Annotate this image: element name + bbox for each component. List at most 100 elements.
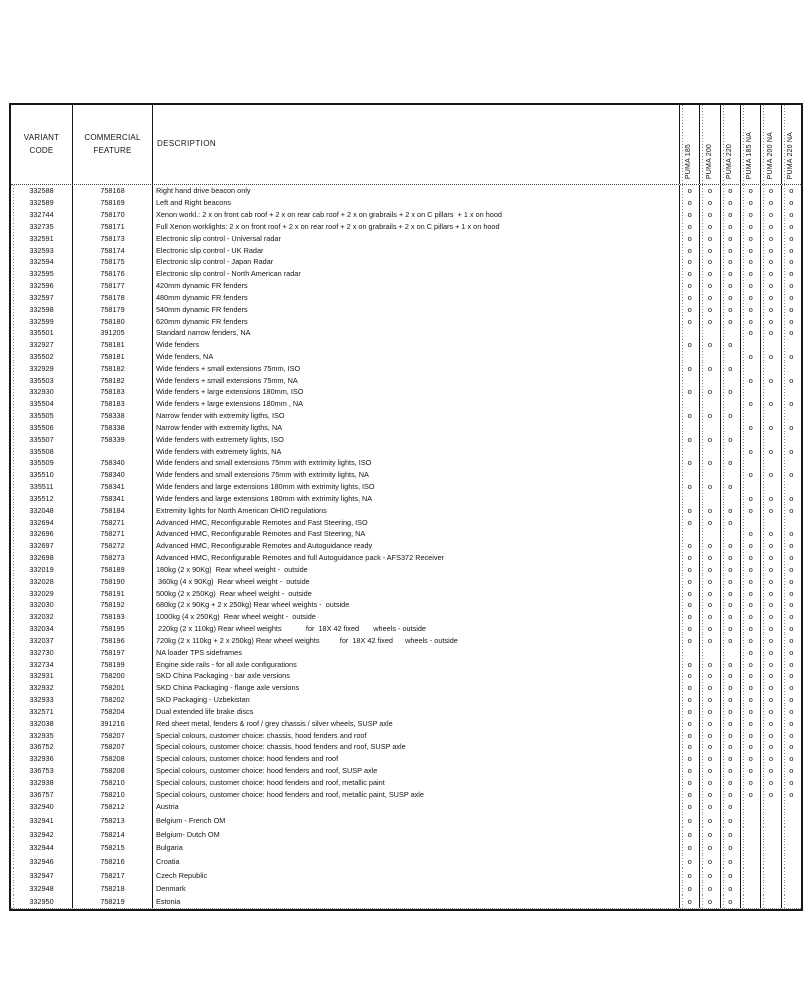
table-row: 335509 758340 Wide fenders and small exten… — [11, 457, 801, 469]
availability-mark: o — [699, 208, 720, 221]
availability-mark: o — [780, 185, 801, 197]
availability-mark — [740, 813, 761, 828]
availability-mark: o — [679, 693, 700, 706]
availability-mark: o — [740, 291, 761, 304]
commercial-feature: 758272 — [72, 539, 152, 552]
availability-mark: o — [740, 693, 761, 706]
availability-mark: o — [719, 551, 740, 564]
table-row: 335505 758338 Narrow fender with extremity… — [11, 409, 801, 422]
availability-mark — [760, 827, 781, 841]
availability-mark: o — [780, 374, 801, 387]
availability-mark: o — [740, 598, 761, 611]
feature-availability-table: VARIANT CODE COMMERCIAL FEATURE DESCRIPT… — [9, 103, 803, 912]
table-row: 335506 758338 Narrow fender with extremity… — [11, 421, 801, 434]
availability-mark: o — [699, 705, 720, 718]
commercial-feature: 758341 — [72, 480, 152, 493]
availability-mark: o — [699, 220, 720, 233]
availability-mark: o — [699, 827, 720, 841]
variant-code: 336752 — [11, 740, 72, 753]
variant-code: 332933 — [11, 693, 72, 706]
commercial-feature: 758183 — [72, 386, 152, 398]
availability-mark — [679, 445, 700, 458]
availability-mark: o — [679, 776, 700, 789]
availability-mark — [760, 409, 781, 422]
availability-mark — [719, 397, 740, 410]
commercial-feature: 758201 — [72, 681, 152, 694]
description: Electronic slip control - Universal rada… — [152, 232, 679, 245]
availability-mark: o — [740, 468, 761, 481]
table-header-row: VARIANT CODE COMMERCIAL FEATURE DESCRIPT… — [11, 105, 801, 185]
table-row: 332935 758207 Special colours, customer ch… — [11, 729, 801, 741]
description: Belgium- Dutch OM — [152, 827, 679, 841]
availability-mark — [679, 421, 700, 434]
availability-mark: o — [780, 504, 801, 517]
availability-mark: o — [719, 575, 740, 588]
description: Electronic slip control - Japan Radar — [152, 255, 679, 268]
availability-mark: o — [719, 409, 740, 422]
availability-mark: o — [719, 693, 740, 706]
variant-code: 335502 — [11, 350, 72, 363]
commercial-feature: 758171 — [72, 220, 152, 233]
description: Czech Republic — [152, 868, 679, 882]
availability-mark: o — [679, 598, 700, 611]
header-model-column: PUMA 200 — [699, 105, 720, 184]
availability-mark: o — [679, 232, 700, 245]
table-row: 332596 758177 420mm dynamic FR fenders o o o o… — [11, 279, 801, 292]
availability-mark — [699, 326, 720, 339]
availability-mark — [760, 800, 781, 814]
availability-mark — [699, 492, 720, 505]
availability-mark: o — [679, 840, 700, 855]
description: Wide fenders — [152, 338, 679, 351]
availability-mark: o — [719, 232, 740, 245]
description: NA loader TPS sideframes — [152, 646, 679, 659]
availability-mark: o — [780, 598, 801, 611]
variant-code: 332929 — [11, 362, 72, 375]
availability-mark — [780, 480, 801, 493]
availability-mark: o — [719, 598, 740, 611]
commercial-feature: 758170 — [72, 208, 152, 221]
availability-mark — [760, 895, 781, 909]
availability-mark: o — [760, 610, 781, 623]
availability-mark — [760, 433, 781, 446]
availability-mark: o — [760, 374, 781, 387]
commercial-feature: 758210 — [72, 788, 152, 801]
variant-code: 332599 — [11, 315, 72, 327]
variant-code: 336757 — [11, 788, 72, 801]
model-column-label: PUMA 185 — [685, 143, 693, 179]
availability-mark: o — [679, 881, 700, 896]
variant-code: 332935 — [11, 729, 72, 741]
availability-mark: o — [740, 504, 761, 517]
availability-mark: o — [780, 788, 801, 801]
description: Wide fenders + large extensions 180mm, I… — [152, 386, 679, 398]
availability-mark: o — [760, 208, 781, 221]
availability-mark: o — [699, 291, 720, 304]
variant-code: 335507 — [11, 433, 72, 446]
availability-mark: o — [699, 693, 720, 706]
table-row: 332730 758197 NA loader TPS sideframes o o o — [11, 646, 801, 659]
commercial-feature: 758340 — [72, 468, 152, 481]
variant-code: 332946 — [11, 854, 72, 869]
availability-mark: o — [780, 646, 801, 659]
availability-mark: o — [719, 634, 740, 647]
availability-mark: o — [719, 433, 740, 446]
commercial-feature: 758339 — [72, 433, 152, 446]
availability-mark: o — [679, 813, 700, 828]
availability-mark — [740, 800, 761, 814]
table-row: 336757 758210 Special colours, customer ch… — [11, 788, 801, 801]
table-row: 332589 758169 Left and Right beacons o o o o o o — [11, 196, 801, 209]
variant-code: 332589 — [11, 196, 72, 209]
description: Estonia — [152, 895, 679, 909]
availability-mark: o — [760, 646, 781, 659]
availability-mark — [780, 881, 801, 896]
availability-mark: o — [699, 196, 720, 209]
commercial-feature: 758196 — [72, 634, 152, 647]
variant-code: 332938 — [11, 776, 72, 789]
availability-mark: o — [679, 457, 700, 469]
availability-mark: o — [760, 504, 781, 517]
variant-code: 332019 — [11, 563, 72, 576]
table-row: 332030 758192 680kg (2 x 90Kg + 2 x 250kg)… — [11, 598, 801, 611]
commercial-feature: 758338 — [72, 421, 152, 434]
table-row: 332694 758271 Advanced HMC, Reconfigurable… — [11, 516, 801, 529]
availability-mark: o — [760, 220, 781, 233]
availability-mark: o — [760, 575, 781, 588]
